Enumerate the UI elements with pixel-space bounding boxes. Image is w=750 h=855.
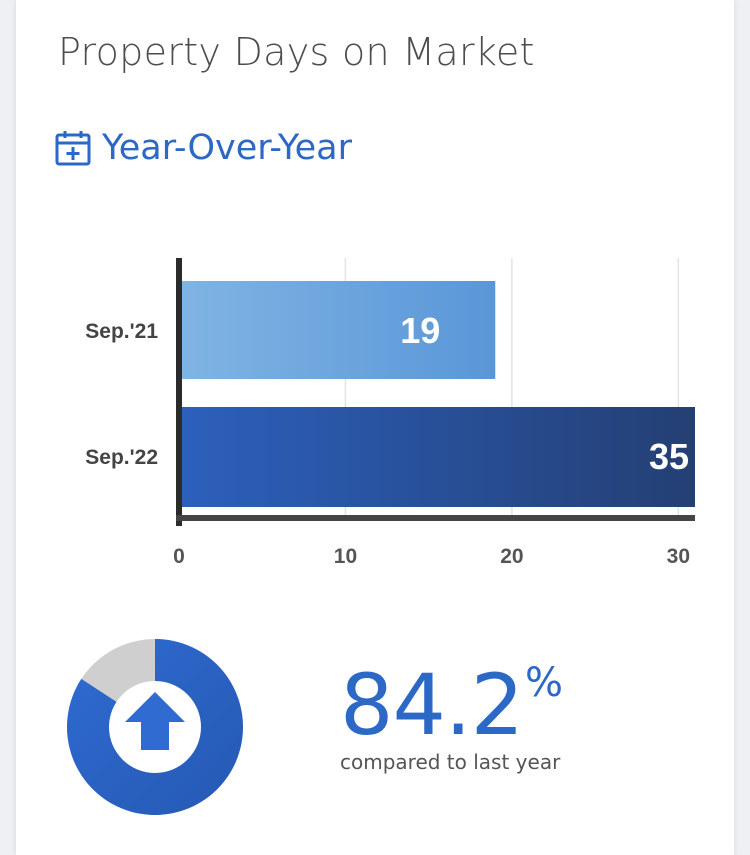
calendar-plus-icon <box>55 131 91 166</box>
subtitle-label: Year-Over-Year <box>102 128 352 168</box>
percent-caption: compared to last year <box>340 750 561 774</box>
bar-value-label: 19 <box>400 310 440 351</box>
percent-value: 84.2 <box>340 656 524 754</box>
percent-value-row: 84.2% <box>340 638 640 750</box>
x-tick-label: 10 <box>334 545 357 568</box>
category-label: Sep.'22 <box>85 446 158 469</box>
percent-sign: % <box>525 660 563 706</box>
arrow-up-icon <box>125 692 185 750</box>
x-tick-label: 30 <box>667 545 690 568</box>
bar-chart: 0 10 20 30 Sep.'21 19 Sep.'22 35 <box>85 258 695 568</box>
x-tick-label: 0 <box>173 545 185 568</box>
bar-0 <box>182 281 496 379</box>
card-title: Property Days on Market <box>58 30 535 74</box>
x-tick-label: 20 <box>500 545 523 568</box>
bar-value-label: 35 <box>649 436 689 477</box>
percent-change: 84.2% compared to last year <box>340 638 640 774</box>
change-donut <box>66 639 243 815</box>
bar-1 <box>182 407 695 507</box>
category-label: Sep.'21 <box>85 320 158 343</box>
subtitle-row: Year-Over-Year <box>54 128 352 168</box>
